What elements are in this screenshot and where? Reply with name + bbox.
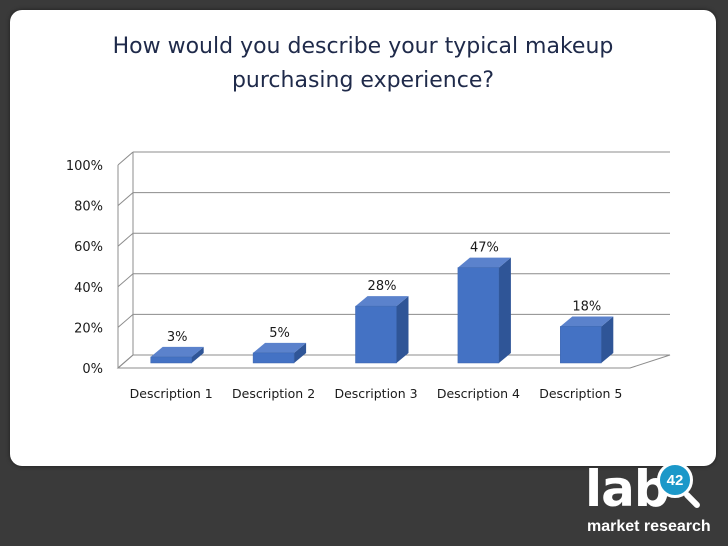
y-tick-label: 0%: [82, 362, 103, 377]
logo-badge-number: 42: [666, 471, 684, 489]
lab42-logo: lab 42 market research: [585, 460, 720, 546]
x-tick-label: Description 3: [334, 386, 417, 401]
data-label: 3%: [167, 330, 188, 345]
bar-side: [498, 257, 511, 363]
data-label: 28%: [368, 279, 397, 294]
magnifier-handle: [682, 490, 702, 510]
wall-gridline-side: [117, 151, 134, 166]
bar-top: [150, 346, 204, 357]
wall-gridline-side: [117, 192, 134, 206]
data-label: 18%: [572, 299, 601, 314]
x-tick-label: Description 2: [232, 386, 315, 401]
bar: [252, 352, 295, 364]
chart-floor: [116, 354, 671, 369]
wall-gridline-side: [117, 232, 134, 247]
bar-top: [560, 316, 614, 327]
chart-title-line2: purchasing experience?: [231, 68, 495, 93]
bar-side: [601, 316, 614, 363]
bar-side: [294, 342, 307, 363]
y-tick-label: 40%: [74, 281, 103, 296]
data-label: 5%: [269, 326, 290, 341]
wall-gridline-side: [117, 314, 134, 328]
bar: [150, 356, 192, 364]
logo-subtitle: market research: [587, 518, 711, 535]
x-tick-label: Description 5: [539, 386, 622, 401]
y-tick-label: 100%: [66, 159, 103, 174]
magnifier-icon: 42: [657, 462, 693, 498]
bar: [355, 305, 397, 364]
y-tick-label: 60%: [74, 240, 103, 255]
chart-title: How would you describe your typical make…: [10, 30, 716, 98]
bar-top: [355, 296, 409, 307]
x-tick-label: Description 1: [130, 386, 213, 401]
chart-title-line1: How would you describe your typical make…: [112, 34, 614, 59]
wall-gridline-side: [117, 273, 134, 288]
bar-side: [396, 296, 409, 363]
bar-top: [253, 342, 307, 353]
x-tick-label: Description 4: [437, 386, 520, 401]
bar: [457, 267, 500, 364]
y-tick-label: 80%: [74, 200, 103, 215]
bar-top: [457, 257, 511, 268]
y-tick-label: 20%: [74, 321, 103, 336]
bar: [560, 326, 602, 364]
logo-wordmark: lab: [585, 460, 670, 518]
bar-side: [191, 346, 204, 363]
data-label: 47%: [470, 241, 499, 256]
